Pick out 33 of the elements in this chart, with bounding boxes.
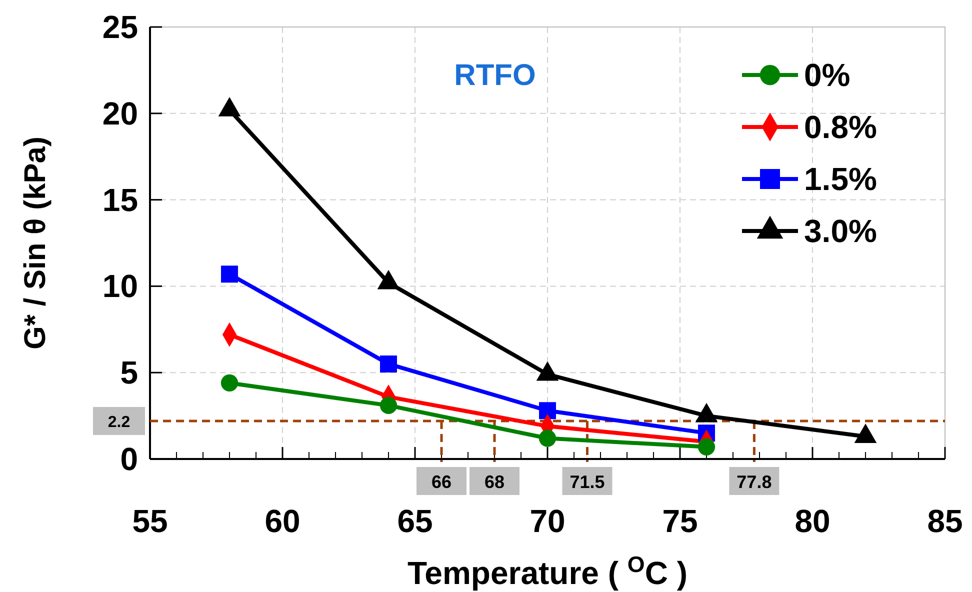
x-tick-label: 65 bbox=[397, 503, 433, 539]
point bbox=[698, 438, 716, 456]
point bbox=[221, 266, 238, 283]
ref-line-label: 66 bbox=[431, 472, 452, 492]
y-tick-label: 25 bbox=[102, 9, 138, 45]
x-tick-label: 75 bbox=[662, 503, 698, 539]
x-tick-label: 85 bbox=[927, 503, 963, 539]
text: RTFO bbox=[454, 59, 536, 92]
x-axis-title: Temperature ( $^{O}$C ) bbox=[408, 552, 688, 591]
y-tick-label: 20 bbox=[102, 95, 138, 132]
legend-label: 0% bbox=[804, 57, 850, 93]
y-tick-label: 5 bbox=[120, 354, 138, 391]
y-tick-label: 0 bbox=[120, 441, 138, 477]
ref-line-label: 77.8 bbox=[736, 472, 772, 492]
x-tick-label: 60 bbox=[264, 503, 300, 539]
x-tick-label: 55 bbox=[132, 503, 168, 539]
legend-label: 1.5% bbox=[804, 161, 877, 197]
point bbox=[380, 355, 397, 372]
ref-line-label: 71.5 bbox=[570, 472, 605, 492]
y-tick-label: 10 bbox=[102, 268, 138, 304]
y-tick-label: 15 bbox=[102, 182, 138, 218]
legend-label: 0.8% bbox=[804, 109, 877, 145]
point bbox=[218, 97, 241, 116]
legend-label: 3.0% bbox=[804, 213, 877, 249]
x-tick-label: 70 bbox=[530, 503, 566, 539]
ref-line-label: 2.2 bbox=[108, 414, 130, 431]
y-axis-title: G* / Sin θ (kPa) bbox=[19, 136, 52, 350]
ref-line-label: 68 bbox=[484, 472, 505, 492]
point bbox=[538, 430, 556, 447]
point bbox=[220, 374, 238, 392]
x-tick-label: 80 bbox=[794, 503, 830, 539]
point bbox=[539, 402, 556, 420]
point bbox=[380, 396, 398, 414]
